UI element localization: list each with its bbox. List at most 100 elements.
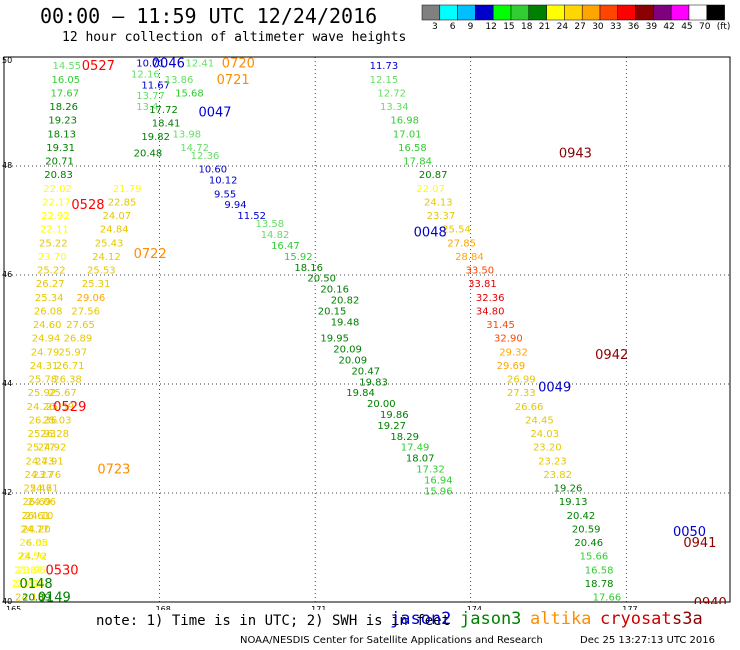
- wave-height-value: 23.82: [543, 470, 572, 481]
- wave-height-value: 25.97: [58, 347, 87, 358]
- wave-height-value: 26.38: [53, 375, 82, 386]
- wave-height-value: 24.10: [25, 511, 54, 522]
- wave-height-value: 19.13: [559, 497, 588, 508]
- wave-height-value: 12.72: [377, 88, 406, 99]
- satellite-label-altika: altika: [530, 609, 592, 629]
- wave-height-value: 17.84: [403, 157, 432, 168]
- legend-label: 3: [432, 22, 438, 32]
- wave-height-value: 17.01: [393, 129, 422, 140]
- wave-height-value: 23.70: [38, 252, 67, 263]
- legend-label: 9: [467, 22, 474, 32]
- wave-height-value: 26.69: [22, 497, 51, 508]
- y-tick-label: 48: [2, 161, 12, 170]
- wave-height-value: 15.96: [424, 486, 453, 497]
- wave-height-value: 16.47: [271, 241, 300, 252]
- wave-height-value: 22.07: [416, 184, 445, 195]
- pass-time-label: 0048: [414, 225, 447, 240]
- wave-height-value: 19.84: [346, 388, 375, 399]
- wave-height-value: 22.92: [41, 211, 70, 222]
- wave-height-value: 13.58: [256, 219, 285, 230]
- legend-label: 21: [538, 22, 551, 32]
- wave-height-value: 19.86: [380, 410, 409, 421]
- legend-label: 18: [521, 22, 533, 32]
- satellite-label-jason3: jason3: [460, 609, 522, 629]
- wave-height-value: 24.45: [525, 415, 554, 426]
- wave-height-value: 24.07: [103, 211, 132, 222]
- wave-height-value: 26.99: [507, 375, 536, 386]
- wave-height-value: 23.37: [427, 211, 456, 222]
- wave-height-value: 26.36: [29, 415, 58, 426]
- wave-height-value: 24.27: [25, 470, 54, 481]
- wave-height-value: 24.12: [92, 252, 121, 263]
- wave-height-value: 25.77: [27, 443, 56, 454]
- pass-time-label: 0942: [595, 348, 628, 363]
- pass-time-label: 0529: [53, 400, 86, 415]
- legend-label: 70: [699, 22, 711, 32]
- wave-height-value: 25.03: [43, 415, 72, 426]
- y-tick-label: 40: [2, 597, 12, 606]
- wave-height-value: 19.31: [46, 143, 75, 154]
- x-tick-label: 165: [6, 605, 21, 610]
- pass-time-label: 0940: [694, 596, 727, 610]
- wave-height-value: 25.78: [29, 375, 58, 386]
- wave-height-value: 25.31: [82, 279, 111, 290]
- wave-height-value: 22.11: [40, 225, 69, 236]
- wave-height-value: 24.60: [33, 320, 62, 331]
- wave-height-value: 23.95: [17, 565, 46, 576]
- credit-line: NOAA/NESDIS Center for Satellite Applica…: [240, 635, 543, 646]
- pass-time-label: 0528: [71, 198, 104, 213]
- wave-height-value: 25.22: [37, 266, 66, 277]
- wave-height-value: 31.45: [486, 320, 515, 331]
- legend-label: 36: [627, 22, 640, 32]
- wave-height-value: 24.26: [27, 402, 56, 413]
- wave-height-value: 14.55: [53, 61, 82, 72]
- legend-label: 12: [485, 22, 497, 32]
- generated-timestamp: Dec 25 13:27:13 UTC 2016: [580, 635, 715, 646]
- pass-time-label: 0149: [38, 591, 71, 606]
- wave-height-value: 22.17: [42, 197, 71, 208]
- wave-height-value: 16.58: [585, 565, 614, 576]
- wave-height-value: 24.13: [15, 593, 44, 604]
- wave-height-value: 19.23: [48, 116, 77, 127]
- x-tick-label: 168: [156, 605, 171, 610]
- wave-height-value: 16.05: [51, 75, 80, 86]
- wave-height-value: 25.59: [45, 402, 74, 413]
- pass-time-label: 0722: [134, 247, 167, 262]
- wave-height-value: 25.92: [28, 388, 57, 399]
- wave-height-value: 22.56: [17, 552, 46, 563]
- wave-height-value: 20.09: [338, 355, 367, 366]
- x-tick-label: 171: [311, 605, 326, 610]
- wave-height-value: 25.22: [39, 238, 68, 249]
- wave-height-value: 14.82: [261, 230, 290, 241]
- wave-height-value: 12.16: [131, 69, 160, 80]
- wave-height-value: 26.66: [515, 402, 544, 413]
- wave-height-value: 25.93: [28, 429, 57, 440]
- wave-height-value: 25.53: [87, 266, 116, 277]
- pass-time-label: 0527: [82, 59, 115, 74]
- wave-height-value: 18.78: [585, 579, 614, 590]
- wave-height-value: 18.41: [152, 118, 181, 129]
- wave-height-value: 24.77: [20, 524, 49, 535]
- page-subtitle: 12 hour collection of altimeter wave hei…: [62, 30, 407, 45]
- wave-height-value: 20.71: [45, 157, 74, 168]
- wave-height-value: 14.72: [180, 143, 209, 154]
- wave-height-value: 13.86: [165, 75, 194, 86]
- wave-height-value: 11.73: [370, 61, 399, 72]
- wave-height-value: 25.34: [35, 293, 64, 304]
- wave-height-value: 24.84: [100, 225, 129, 236]
- x-tick-label: 174: [467, 605, 482, 610]
- wave-height-value: 24.61: [30, 484, 59, 495]
- wave-height-value: 24.06: [27, 497, 56, 508]
- footer-note: note: 1) Time is in UTC; 2) SWH is in fe…: [96, 613, 451, 629]
- wave-height-value: 16.94: [424, 475, 453, 486]
- wave-height-value: 11.52: [237, 211, 266, 222]
- wave-height-value: 24.79: [31, 347, 60, 358]
- legend-label: 42: [663, 22, 675, 32]
- wave-height-value: 20.87: [419, 170, 448, 181]
- wave-height-value: 24.73: [26, 456, 55, 467]
- wave-height-value: 25.54: [442, 225, 471, 236]
- wave-height-value: 20.82: [331, 296, 360, 307]
- legend-label: 30: [592, 22, 604, 32]
- wave-height-value: 26.05: [19, 538, 48, 549]
- wave-height-value: 10.71: [136, 58, 165, 69]
